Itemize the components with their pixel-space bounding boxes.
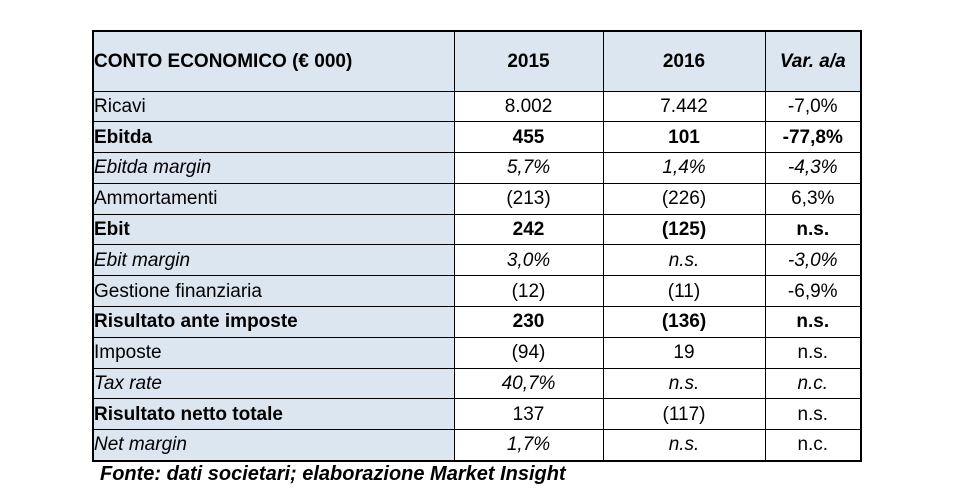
table-header: CONTO ECONOMICO (€ 000) 2015 2016 Var. a… bbox=[92, 30, 862, 92]
row-label-cell: Ebitda bbox=[92, 121, 455, 154]
table-row: Ebit 242 (125) n.s. bbox=[92, 213, 862, 246]
value-cell-var: n.s. bbox=[764, 336, 862, 369]
value-cell-2016: 101 bbox=[602, 121, 766, 154]
value-cell-2015: (213) bbox=[453, 182, 604, 215]
row-label-cell: Ebit bbox=[92, 213, 455, 246]
income-statement-table-wrap: CONTO ECONOMICO (€ 000) 2015 2016 Var. a… bbox=[92, 30, 862, 462]
row-label-cell: Ebit margin bbox=[92, 244, 455, 277]
value-cell-2015: 3,0% bbox=[453, 244, 604, 277]
value-cell-2015: (12) bbox=[453, 275, 604, 308]
table-row: Imposte (94) 19 n.s. bbox=[92, 336, 862, 369]
value-cell-2015: 1,7% bbox=[453, 429, 604, 462]
value-cell-2016: n.s. bbox=[602, 244, 766, 277]
value-cell-var: n.s. bbox=[764, 213, 862, 246]
value-cell-var: -77,8% bbox=[764, 121, 862, 154]
table-row: Ebitda 455 101 -77,8% bbox=[92, 121, 862, 154]
row-label-cell: Risultato netto totale bbox=[92, 398, 455, 431]
value-cell-2016: 19 bbox=[602, 336, 766, 369]
value-cell-2016: (11) bbox=[602, 275, 766, 308]
table-row: Gestione finanziaria (12) (11) -6,9% bbox=[92, 275, 862, 308]
value-cell-var: n.c. bbox=[764, 367, 862, 400]
table-row: Tax rate 40,7% n.s. n.c. bbox=[92, 367, 862, 400]
value-cell-var: n.c. bbox=[764, 429, 862, 462]
value-cell-var: 6,3% bbox=[764, 182, 862, 215]
value-cell-2016: (125) bbox=[602, 213, 766, 246]
row-label-cell: Imposte bbox=[92, 336, 455, 369]
row-label-cell: Gestione finanziaria bbox=[92, 275, 455, 308]
table-row: Risultato ante imposte 230 (136) n.s. bbox=[92, 306, 862, 338]
value-cell-2016: (117) bbox=[602, 398, 766, 431]
row-label-cell: Tax rate bbox=[92, 367, 455, 400]
table-row: Ammortamenti (213) (226) 6,3% bbox=[92, 182, 862, 215]
value-cell-2015: 5,7% bbox=[453, 152, 604, 184]
row-label-cell: Ammortamenti bbox=[92, 182, 455, 215]
value-cell-2015: 40,7% bbox=[453, 367, 604, 400]
header-2016-cell: 2016 bbox=[602, 30, 766, 92]
value-cell-var: -3,0% bbox=[764, 244, 862, 277]
value-cell-2015: 137 bbox=[453, 398, 604, 431]
table-row: Ricavi 8.002 7.442 -7,0% bbox=[92, 90, 862, 123]
table-body: Ricavi 8.002 7.442 -7,0% Ebitda 455 101 -77,8% E… bbox=[92, 90, 862, 462]
value-cell-2016: n.s. bbox=[602, 367, 766, 400]
value-cell-2016: (136) bbox=[602, 306, 766, 338]
value-cell-2015: 230 bbox=[453, 306, 604, 338]
income-statement-table: CONTO ECONOMICO (€ 000) 2015 2016 Var. a… bbox=[92, 30, 862, 462]
value-cell-var: -6,9% bbox=[764, 275, 862, 308]
source-note: Fonte: dati societari; elaborazione Mark… bbox=[100, 463, 566, 485]
row-label-cell: Risultato ante imposte bbox=[92, 306, 455, 338]
value-cell-2016: (226) bbox=[602, 182, 766, 215]
value-cell-var: n.s. bbox=[764, 398, 862, 431]
header-2015-cell: 2015 bbox=[453, 30, 604, 92]
header-var-cell: Var. a/a bbox=[764, 30, 862, 92]
table-row: Risultato netto totale 137 (117) n.s. bbox=[92, 398, 862, 431]
row-label-cell: Ricavi bbox=[92, 90, 455, 123]
value-cell-2016: 7.442 bbox=[602, 90, 766, 123]
value-cell-var: -4,3% bbox=[764, 152, 862, 184]
value-cell-2015: (94) bbox=[453, 336, 604, 369]
table-row: Ebit margin 3,0% n.s. -3,0% bbox=[92, 244, 862, 277]
table-row: Ebitda margin 5,7% 1,4% -4,3% bbox=[92, 152, 862, 184]
header-title-cell: CONTO ECONOMICO (€ 000) bbox=[92, 30, 455, 92]
value-cell-2016: 1,4% bbox=[602, 152, 766, 184]
value-cell-2015: 242 bbox=[453, 213, 604, 246]
row-label-cell: Net margin bbox=[92, 429, 455, 462]
row-label-cell: Ebitda margin bbox=[92, 152, 455, 184]
value-cell-var: n.s. bbox=[764, 306, 862, 338]
header-row: CONTO ECONOMICO (€ 000) 2015 2016 Var. a… bbox=[92, 30, 862, 92]
table-row: Net margin 1,7% n.s. n.c. bbox=[92, 429, 862, 462]
value-cell-2016: n.s. bbox=[602, 429, 766, 462]
value-cell-2015: 8.002 bbox=[453, 90, 604, 123]
value-cell-var: -7,0% bbox=[764, 90, 862, 123]
value-cell-2015: 455 bbox=[453, 121, 604, 154]
